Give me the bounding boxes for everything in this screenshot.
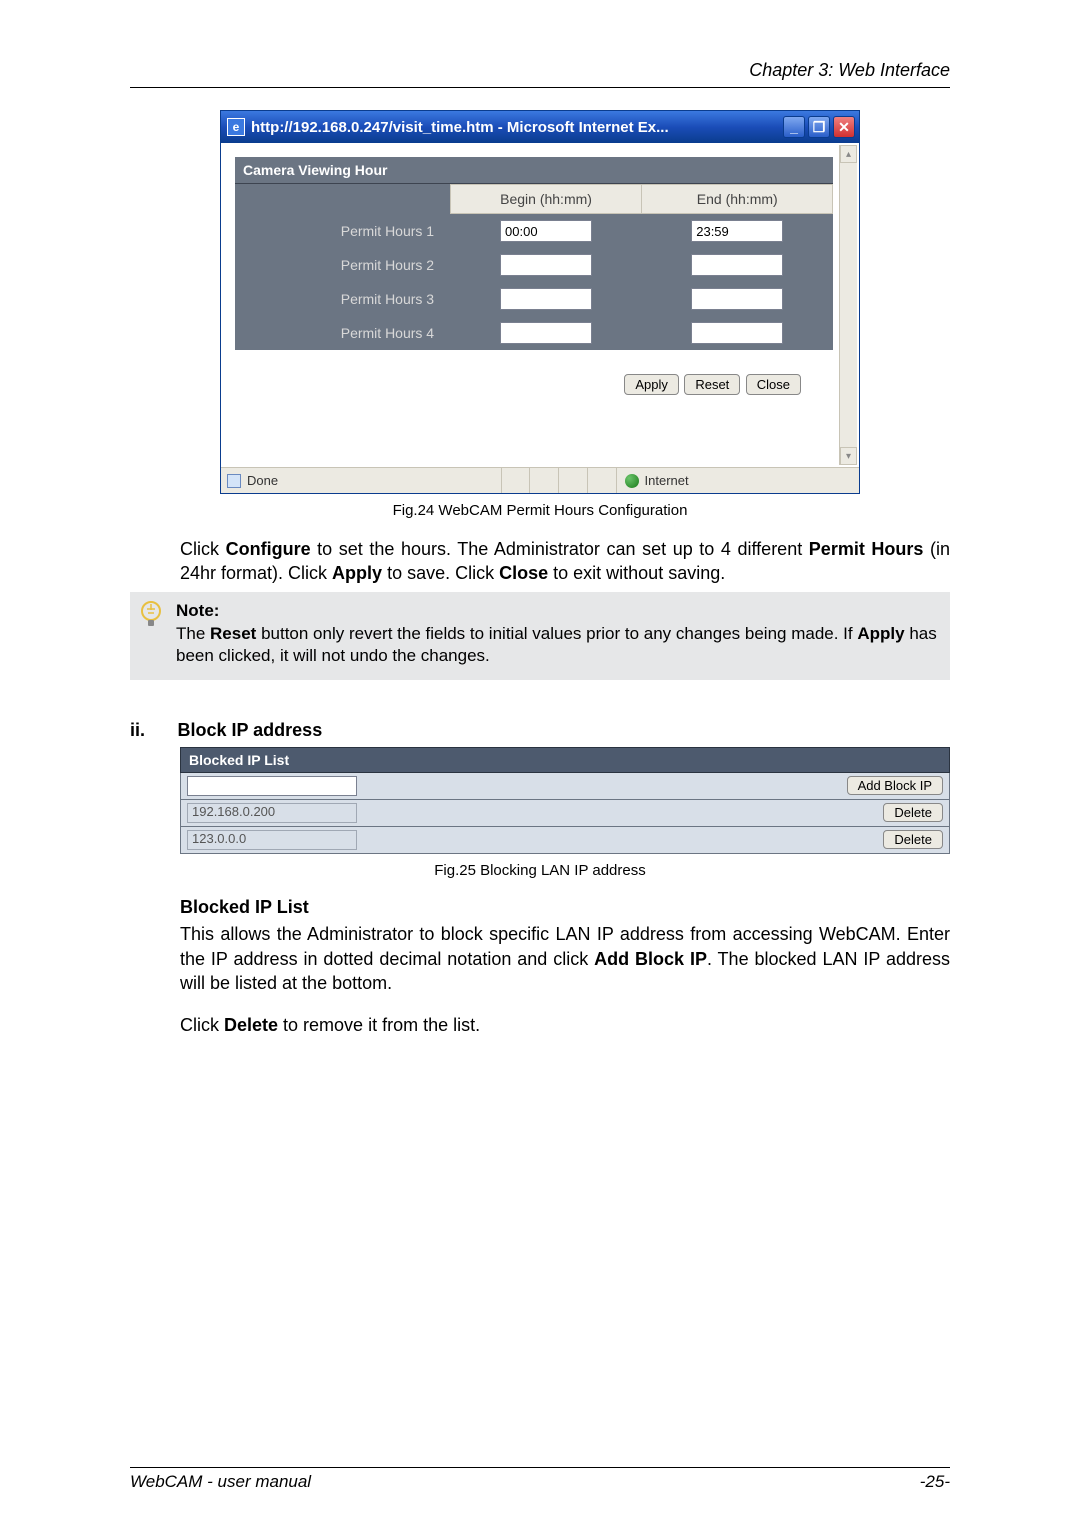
camera-viewing-hour-header: Camera Viewing Hour <box>235 157 833 184</box>
row-label: Permit Hours 2 <box>235 248 450 282</box>
scrollbar[interactable]: ▴ ▾ <box>839 145 857 465</box>
restore-button[interactable]: ❐ <box>808 116 830 138</box>
begin-input[interactable] <box>500 220 592 242</box>
table-row: Permit Hours 2 <box>235 248 833 282</box>
ie-body: ▴ ▾ Camera Viewing Hour Begin (hh:mm) En… <box>221 143 859 467</box>
text: Click <box>180 539 226 559</box>
table-row: Permit Hours 3 <box>235 282 833 316</box>
note-title: Note: <box>176 601 219 620</box>
row-label: Permit Hours 1 <box>235 214 450 249</box>
paragraph: Click Configure to set the hours. The Ad… <box>180 537 950 586</box>
add-block-ip-button[interactable]: Add Block IP <box>847 776 943 795</box>
delete-button[interactable]: Delete <box>883 803 943 822</box>
subheading: Blocked IP List <box>180 897 950 918</box>
text: Configure <box>226 539 311 559</box>
ip-input[interactable] <box>187 776 357 796</box>
figure-caption: Fig.25 Blocking LAN IP address <box>130 862 950 879</box>
status-done: Done <box>247 473 278 488</box>
text: Click <box>180 1015 224 1035</box>
footer-left: WebCAM - user manual <box>130 1472 311 1492</box>
ie-window: e http://192.168.0.247/visit_time.htm - … <box>220 110 860 494</box>
paragraph: Click Delete to remove it from the list. <box>180 1013 950 1037</box>
row-label: Permit Hours 4 <box>235 316 450 350</box>
ie-app-icon: e <box>227 118 245 136</box>
paragraph: This allows the Administrator to block s… <box>180 922 950 995</box>
blocked-ip-value: 123.0.0.0 <box>187 830 357 850</box>
text: The <box>176 624 210 643</box>
reset-button[interactable]: Reset <box>684 374 740 395</box>
begin-input[interactable] <box>500 288 592 310</box>
close-button[interactable]: Close <box>746 374 801 395</box>
section-heading: ii. Block IP address <box>130 720 950 741</box>
begin-input[interactable] <box>500 322 592 344</box>
figure-caption: Fig.24 WebCAM Permit Hours Configuration <box>130 502 950 519</box>
text: to exit without saving. <box>548 563 725 583</box>
text: Reset <box>210 624 256 643</box>
blocked-ip-header: Blocked IP List <box>181 748 950 773</box>
text: Add Block IP <box>594 949 707 969</box>
ie-title: http://192.168.0.247/visit_time.htm - Mi… <box>251 119 783 136</box>
status-zone: Internet <box>645 473 689 488</box>
page-footer: WebCAM - user manual -25- <box>130 1467 950 1492</box>
begin-input[interactable] <box>500 254 592 276</box>
end-input[interactable] <box>691 288 783 310</box>
text: to set the hours. The Administrator can … <box>311 539 809 559</box>
text: Permit Hours <box>809 539 924 559</box>
blocked-ip-value: 192.168.0.200 <box>187 803 357 823</box>
minimize-button[interactable]: _ <box>783 116 805 138</box>
scroll-up-icon[interactable]: ▴ <box>840 145 857 163</box>
close-button[interactable]: ✕ <box>833 116 855 138</box>
section-number: ii. <box>130 720 145 741</box>
end-input[interactable] <box>691 322 783 344</box>
text: to remove it from the list. <box>278 1015 480 1035</box>
text: Apply <box>332 563 382 583</box>
text: Delete <box>224 1015 278 1035</box>
text: Close <box>499 563 548 583</box>
ie-page-icon <box>227 474 241 488</box>
blocked-ip-table: Blocked IP List Add Block IP 192.168.0.2… <box>180 747 950 854</box>
scroll-down-icon[interactable]: ▾ <box>840 447 857 465</box>
apply-button[interactable]: Apply <box>624 374 679 395</box>
col-begin: Begin (hh:mm) <box>450 185 642 214</box>
ie-titlebar[interactable]: e http://192.168.0.247/visit_time.htm - … <box>221 111 859 143</box>
table-row: Permit Hours 4 <box>235 316 833 350</box>
divider <box>130 87 950 88</box>
end-input[interactable] <box>691 220 783 242</box>
text: to save. Click <box>382 563 499 583</box>
delete-button[interactable]: Delete <box>883 830 943 849</box>
table-row: 192.168.0.200 Delete <box>181 800 950 827</box>
chapter-header: Chapter 3: Web Interface <box>130 60 950 81</box>
text: button only revert the fields to initial… <box>256 624 857 643</box>
row-label: Permit Hours 3 <box>235 282 450 316</box>
section-title: Block IP address <box>177 720 322 741</box>
permit-hours-table: Begin (hh:mm) End (hh:mm) Permit Hours 1… <box>235 184 833 350</box>
footer-right: -25- <box>920 1472 950 1492</box>
note-box: Note: The Reset button only revert the f… <box>130 592 950 681</box>
button-row: Apply Reset Close <box>235 350 833 431</box>
col-end: End (hh:mm) <box>642 185 833 214</box>
ie-statusbar: Done Internet <box>221 467 859 493</box>
table-row: 123.0.0.0 Delete <box>181 827 950 854</box>
text: Apply <box>857 624 904 643</box>
internet-zone-icon <box>625 474 639 488</box>
table-row: Permit Hours 1 <box>235 214 833 249</box>
end-input[interactable] <box>691 254 783 276</box>
lightbulb-icon <box>138 600 164 630</box>
